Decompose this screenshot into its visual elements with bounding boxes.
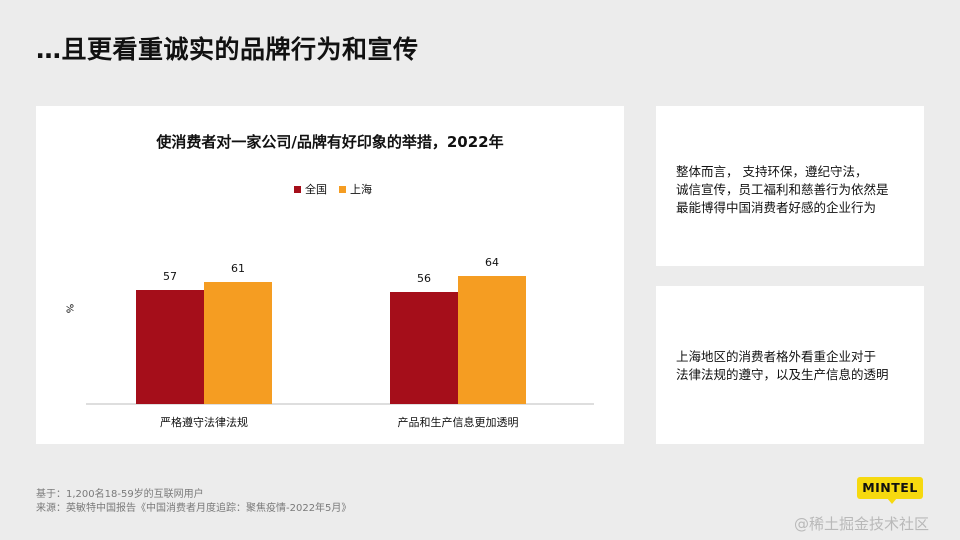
legend-item-national: 全国 xyxy=(294,181,327,197)
x-tick-label-1: 产品和生产信息更加透明 xyxy=(398,415,519,429)
insight-2-line-2: 法律法规的遵守，以及生产信息的透明 xyxy=(676,367,889,382)
insight-1-line-2: 诚信宣传，员工福利和慈善行为依然是 xyxy=(676,182,889,197)
insight-2-line-1: 上海地区的消费者格外看重企业对于 xyxy=(676,349,877,364)
legend-label-national: 全国 xyxy=(305,183,327,196)
insight-box-1: 整体而言， 支持环保，遵纪守法， 诚信宣传，员工福利和慈善行为依然是 最能博得中… xyxy=(656,106,924,266)
data-label-0-0: 57 xyxy=(163,270,177,283)
page-title: …且更看重诚实的品牌行为和宣传 xyxy=(36,35,419,64)
bar-0-1 xyxy=(204,282,272,404)
legend-label-shanghai: 上海 xyxy=(350,183,372,196)
legend-item-shanghai: 上海 xyxy=(339,181,372,197)
watermark: @稀土掘金技术社区 xyxy=(794,515,930,533)
footnote-source: 来源：英敏特中国报告《中国消费者月度追踪：聚焦疫情-2022年5月》 xyxy=(36,503,352,514)
insight-1-line-1: 整体而言， 支持环保，遵纪守法， xyxy=(676,164,868,179)
footnote-base: 基于：1,200名18-59岁的互联网用户 xyxy=(36,489,204,500)
chart-title: 使消费者对一家公司/品牌有好印象的举措，2022年 xyxy=(156,133,504,151)
bar-0-0 xyxy=(136,290,204,404)
bar-1-0 xyxy=(390,292,458,404)
chart-legend: 全国 上海 xyxy=(294,181,372,197)
bar-chart: 57 61 严格遵守法律法规 56 64 产品和生产信息更加透明 xyxy=(86,256,594,429)
insight-1-line-3: 最能博得中国消费者好感的企业行为 xyxy=(676,200,877,215)
legend-swatch-national xyxy=(294,185,301,193)
legend-swatch-shanghai xyxy=(339,185,346,193)
chart-panel: 使消费者对一家公司/品牌有好印象的举措，2022年 全国 上海 % 57 61 严格… xyxy=(36,106,624,444)
data-label-1-0: 56 xyxy=(417,272,431,285)
bar-1-1 xyxy=(458,276,526,404)
data-label-0-1: 61 xyxy=(231,262,245,275)
mintel-logo: MINTEL xyxy=(857,477,923,504)
data-label-1-1: 64 xyxy=(485,256,499,269)
insight-box-2: 上海地区的消费者格外看重企业对于 法律法规的遵守，以及生产信息的透明 xyxy=(656,286,924,444)
x-tick-label-0: 严格遵守法律法规 xyxy=(160,415,248,429)
